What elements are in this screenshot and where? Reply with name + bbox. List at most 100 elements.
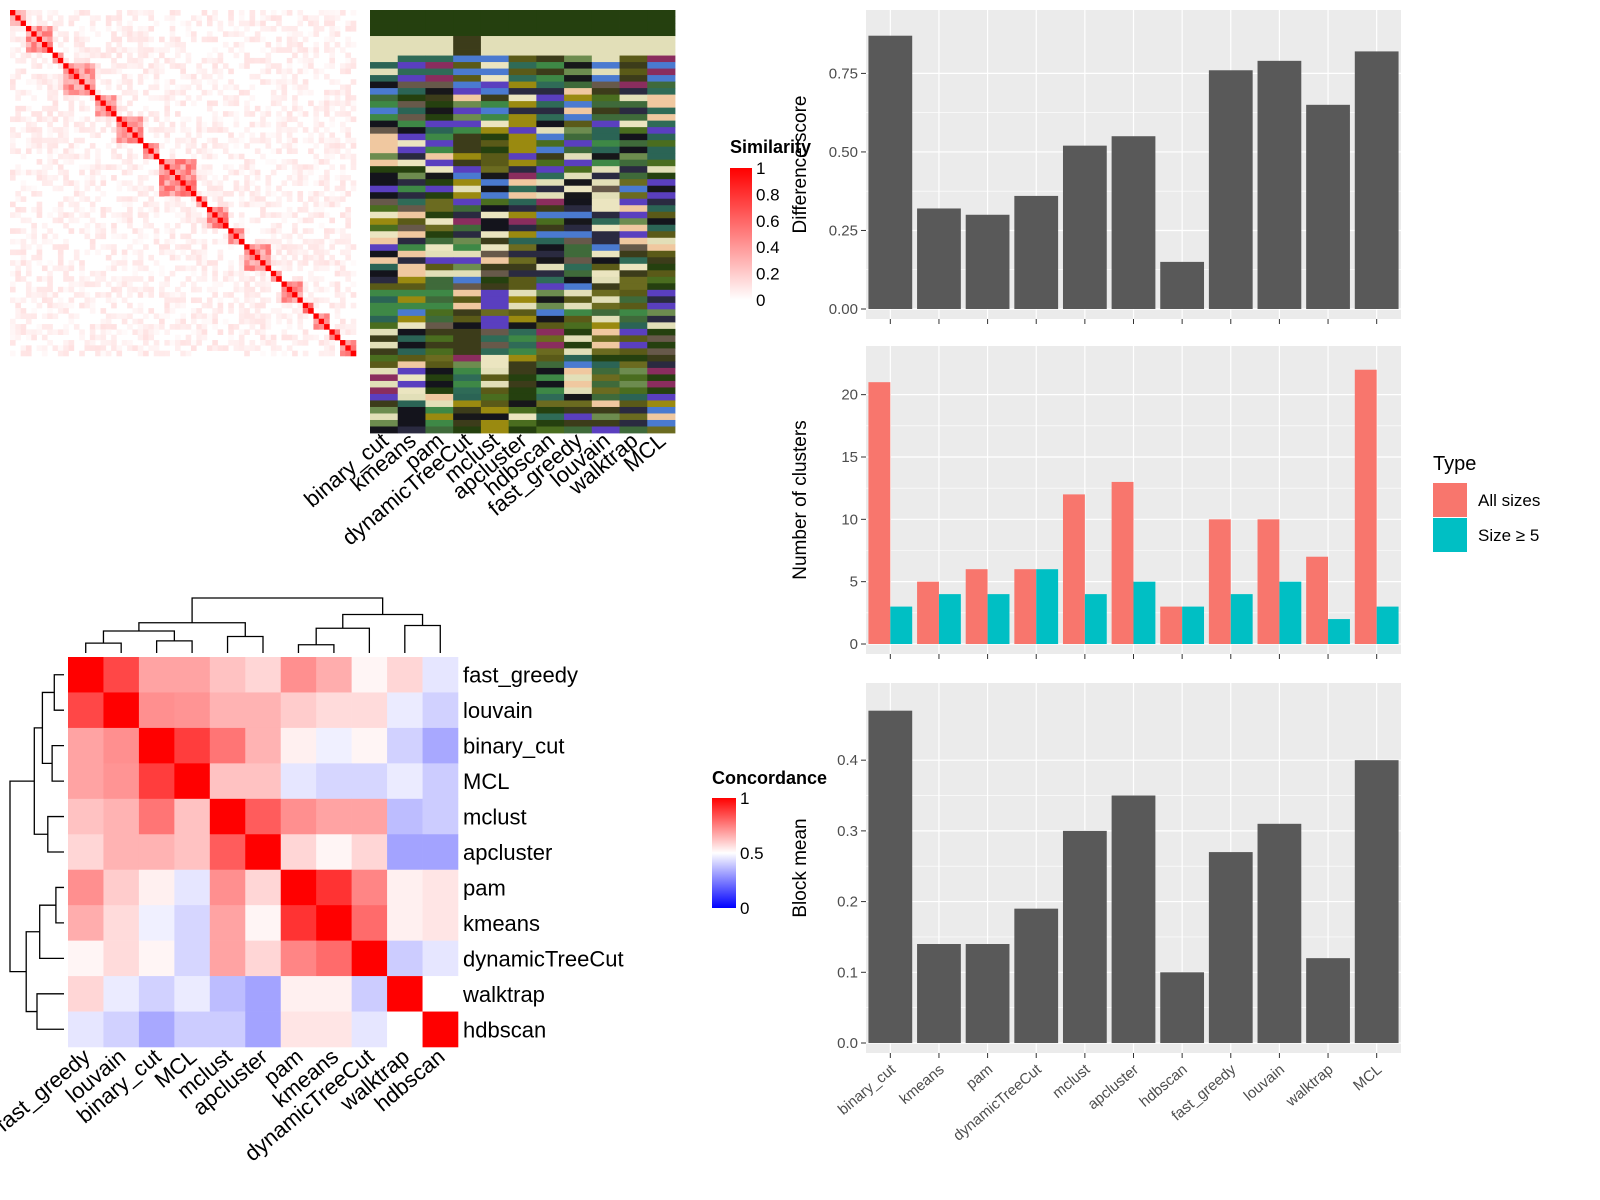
similarity-cell [116, 63, 123, 69]
similarity-cell [350, 100, 357, 107]
legend-tick-label: 0 [756, 291, 765, 310]
similarity-cell [164, 281, 170, 288]
similarity-cell [36, 260, 43, 266]
similarity-cell [57, 63, 64, 69]
similarity-cell [212, 63, 218, 69]
annotation-cell [397, 166, 426, 174]
similarity-cell [206, 297, 213, 304]
similarity-cell [212, 217, 218, 224]
similarity-cell [127, 36, 133, 43]
similarity-cell [31, 313, 37, 320]
similarity-cell [308, 238, 314, 245]
similarity-cell [190, 159, 197, 165]
similarity-cell [47, 10, 53, 16]
similarity-cell [222, 233, 229, 240]
annotation-cell [591, 166, 620, 174]
similarity-cell [228, 164, 234, 170]
similarity-cell [249, 84, 256, 91]
similarity-cell [143, 116, 149, 123]
similarity-cell [329, 164, 335, 170]
similarity-cell [137, 249, 144, 256]
similarity-cell [233, 52, 240, 59]
similarity-cell [206, 137, 213, 144]
similarity-cell [313, 121, 320, 128]
similarity-cell [15, 89, 21, 96]
similarity-cell [302, 334, 309, 341]
similarity-cell [281, 73, 288, 80]
similarity-cell [217, 190, 224, 197]
annotation-cell [397, 224, 426, 232]
annotation-cell [591, 328, 620, 336]
similarity-cell [308, 292, 314, 298]
similarity-cell [206, 52, 213, 59]
similarity-cell [137, 31, 144, 37]
annotation-cell [647, 81, 676, 89]
similarity-cell [79, 137, 85, 144]
similarity-cell [36, 244, 43, 250]
similarity-cell [270, 228, 277, 234]
similarity-cell [20, 324, 27, 330]
annotation-cell [453, 114, 482, 122]
similarity-cell [105, 84, 112, 91]
similarity-cell [73, 89, 80, 96]
y-tick-label: 0.75 [829, 65, 858, 82]
similarity-cell [15, 297, 21, 304]
similarity-cell [79, 260, 85, 266]
similarity-cell [111, 276, 117, 282]
similarity-cell [137, 73, 144, 80]
similarity-cell [20, 260, 27, 266]
similarity-cell [217, 57, 224, 64]
annotation-cell [453, 244, 482, 252]
similarity-cell [217, 180, 224, 186]
similarity-cell [15, 95, 21, 101]
similarity-cell [340, 292, 346, 298]
annotation-cell [508, 179, 537, 187]
similarity-cell [308, 100, 314, 107]
similarity-cell [169, 95, 176, 101]
similarity-cell [100, 329, 107, 335]
concordance-cell [174, 1011, 211, 1048]
similarity-cell [73, 52, 80, 59]
similarity-cell [345, 153, 351, 160]
annotation-cell [508, 185, 537, 193]
annotation-cell [564, 406, 593, 414]
annotation-cell [397, 16, 426, 24]
similarity-cell [79, 196, 85, 202]
annotation-cell [508, 263, 537, 271]
concordance-cell [316, 727, 352, 764]
similarity-cell [340, 345, 346, 351]
similarity-cell [20, 68, 27, 75]
similarity-cell [148, 308, 155, 314]
similarity-cell [57, 345, 64, 351]
similarity-cell [132, 15, 139, 21]
similarity-cell [164, 175, 170, 181]
similarity-cell [153, 20, 160, 27]
similarity-cell [345, 41, 351, 48]
similarity-cell [340, 196, 346, 202]
annotation-cell [425, 237, 454, 245]
similarity-cell [244, 286, 250, 293]
similarity-cell [340, 249, 346, 256]
similarity-cell [153, 132, 160, 139]
similarity-cell [324, 350, 330, 357]
annotation-cell [480, 328, 510, 336]
similarity-cell [254, 137, 261, 144]
similarity-cell [159, 270, 165, 277]
annotation-cell [370, 244, 399, 252]
similarity-cell [47, 137, 53, 144]
similarity-cell [73, 206, 80, 213]
similarity-cell [329, 153, 335, 160]
similarity-cell [329, 132, 335, 139]
concordance-cell [280, 869, 317, 906]
annotation-cell [425, 55, 454, 63]
annotation-cell [619, 270, 648, 278]
annotation-cell [647, 23, 676, 30]
similarity-cell [297, 20, 304, 27]
similarity-cell [52, 148, 59, 155]
similarity-cell [132, 286, 139, 293]
similarity-cell [175, 254, 181, 261]
similarity-cell [79, 270, 85, 277]
annotation-cell [536, 75, 565, 82]
annotation-cell [619, 29, 648, 37]
